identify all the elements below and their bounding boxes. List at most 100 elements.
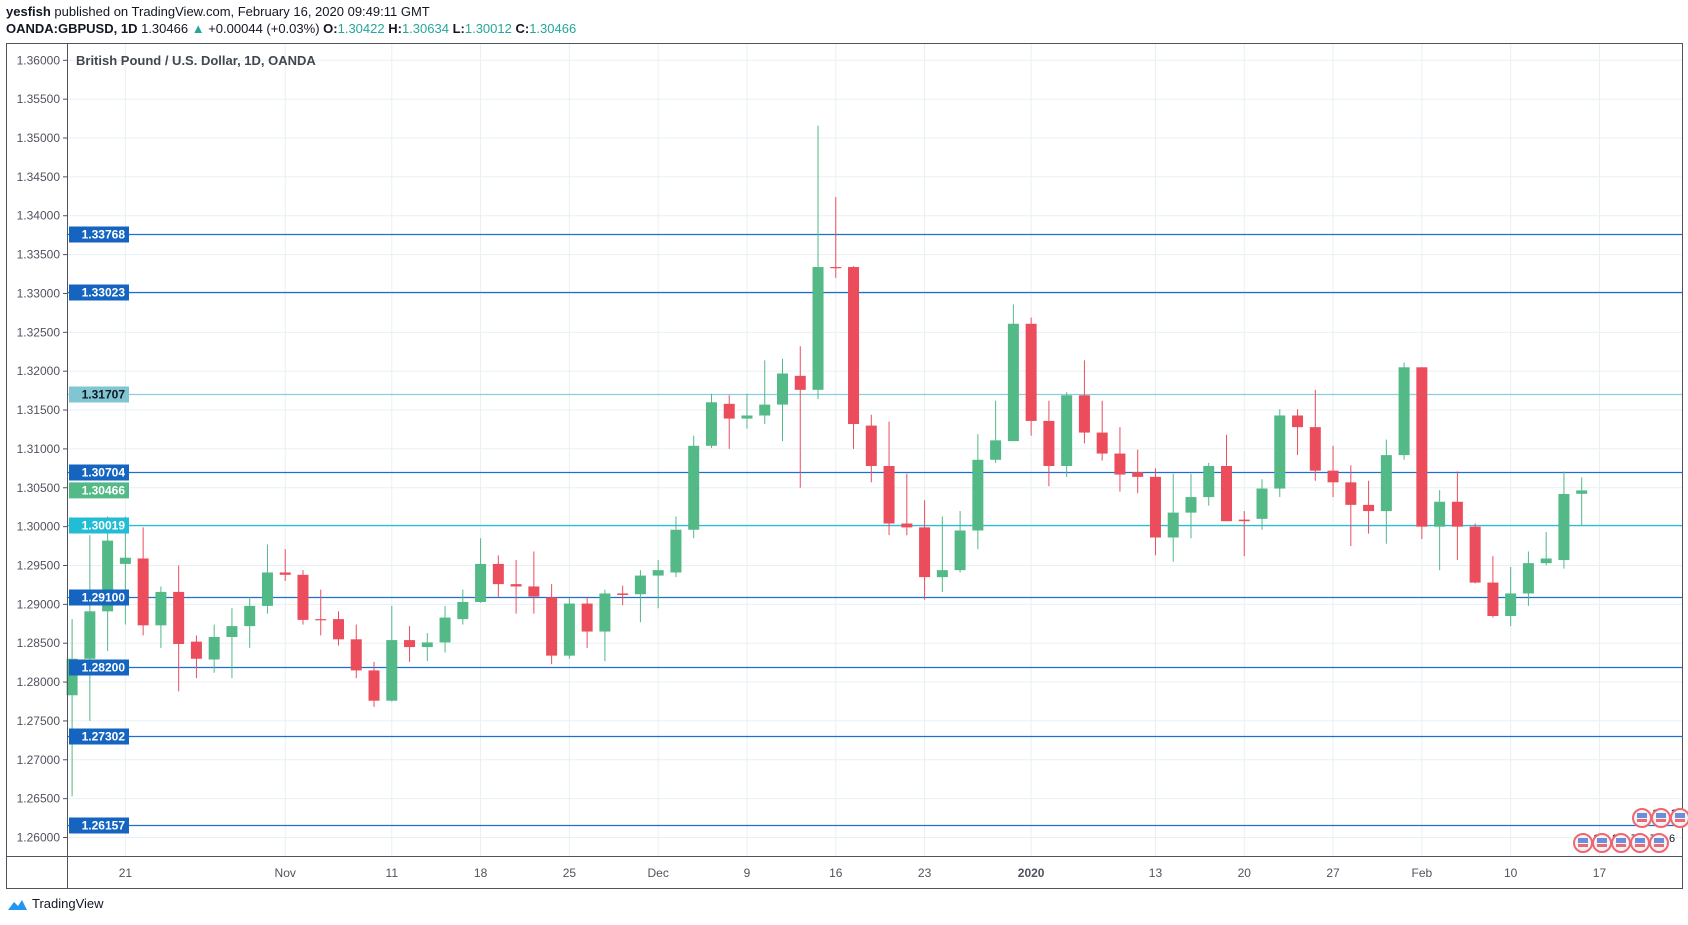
candle-2019-12-06[interactable] [723,395,735,449]
candle-2019-12-05[interactable] [705,393,717,449]
candle-2020-02-11[interactable] [1522,551,1534,606]
candle-2019-12-09[interactable] [741,393,753,429]
candle-2019-12-11[interactable] [777,358,788,442]
candle-2020-02-13[interactable] [1558,471,1570,569]
candle-body [226,626,238,637]
candle-2019-10-22[interactable] [137,527,149,636]
candle-2019-12-04[interactable] [688,435,700,539]
candle-2019-11-11[interactable] [386,605,398,702]
candle-2020-01-03[interactable] [1043,400,1055,487]
candle-2019-12-17[interactable] [848,266,860,449]
economic-event-badge[interactable]: 6 [1649,833,1675,853]
candle-2019-12-12[interactable] [794,346,806,488]
candle-2020-01-20[interactable] [1238,511,1250,557]
candle-2020-02-06[interactable] [1469,523,1481,584]
candle-2020-02-12[interactable] [1540,532,1552,566]
candle-2019-10-21[interactable] [119,516,131,625]
candle-2019-12-20[interactable] [901,473,913,536]
candle-2019-11-28[interactable] [617,585,629,606]
candle-2019-10-31[interactable] [261,544,273,614]
level-price-label-bg [69,589,129,606]
candle-2020-01-02[interactable] [1025,317,1037,436]
candle-2019-11-19[interactable] [492,555,504,598]
candle-2019-12-23[interactable] [919,500,931,600]
candle-body [563,603,575,656]
candle-2019-11-26[interactable] [581,597,593,648]
candle-2019-12-26[interactable] [954,511,966,573]
candle-2019-11-06[interactable] [333,611,344,646]
candle-2019-12-31[interactable] [1007,304,1019,442]
candle-2019-12-10[interactable] [759,360,771,425]
candle-2019-10-29[interactable] [226,608,238,679]
candle-2020-01-30[interactable] [1380,439,1392,544]
tradingview-logo[interactable]: TradingView [6,896,104,911]
candle-2019-12-18[interactable] [865,414,877,483]
candle-2020-02-10[interactable] [1505,567,1517,627]
level-price-label: 1.30704 [82,466,126,480]
candle-2019-11-18[interactable] [475,538,487,603]
candle-2020-01-27[interactable] [1327,445,1339,498]
candle-2020-01-09[interactable] [1114,427,1126,492]
candle-2019-10-16[interactable] [66,619,78,797]
candle-2019-12-13[interactable] [812,125,824,400]
candle-2020-01-28[interactable] [1345,465,1357,547]
candle-2019-11-21[interactable] [528,551,540,614]
candle-2019-12-02[interactable] [652,560,664,609]
candle-2019-11-27[interactable] [599,589,611,662]
candle-2020-02-05[interactable] [1451,471,1463,561]
candle-2019-12-19[interactable] [883,421,895,536]
author-name[interactable]: yesfish [6,4,51,19]
candle-2019-10-23[interactable] [155,586,167,648]
candle-2020-01-24[interactable] [1309,389,1321,481]
candle-2019-11-29[interactable] [634,570,646,623]
candle-2020-02-07[interactable] [1487,556,1499,618]
level-price-label-bg [69,817,129,834]
candle-2020-01-07[interactable] [1078,360,1090,444]
candle-2020-01-21[interactable] [1256,479,1268,530]
candle-2019-11-22[interactable] [546,584,558,665]
candle-2020-02-03[interactable] [1416,367,1428,540]
level-price-label-bg [69,659,129,676]
candle-2019-11-01[interactable] [279,549,291,582]
candle-2020-02-14[interactable] [1576,477,1588,526]
candle-2019-12-24[interactable] [936,516,948,592]
event-badges[interactable]: 153112776 [1573,808,1688,853]
candle-2020-01-22[interactable] [1274,409,1286,498]
candle-2019-11-08[interactable] [368,661,380,707]
candle-2019-12-16[interactable] [830,197,842,278]
candle-2019-10-25[interactable] [190,635,202,679]
candle-2019-12-30[interactable] [990,400,1002,463]
candle-2019-11-14[interactable] [439,605,451,653]
candle-2019-10-17[interactable] [84,535,96,721]
candle-2020-01-06[interactable] [1061,392,1073,477]
candle-2019-10-24[interactable] [173,565,185,692]
candle-body [1238,519,1250,522]
candle-2019-10-28[interactable] [208,624,220,673]
candle-2020-01-08[interactable] [1096,400,1108,461]
candle-2020-01-16[interactable] [1203,462,1215,506]
candle-2019-11-20[interactable] [510,560,522,614]
candle-2020-01-13[interactable] [1149,468,1161,556]
candle-2020-01-29[interactable] [1363,480,1375,534]
candle-2019-11-25[interactable] [563,598,575,659]
candle-2020-01-23[interactable] [1292,409,1304,456]
x-tick-label: Dec [648,866,669,880]
candle-2019-12-27[interactable] [972,434,984,550]
candle-2019-11-15[interactable] [457,589,469,625]
candle-2019-11-13[interactable] [421,633,433,662]
candle-2019-11-07[interactable] [350,624,362,679]
candle-2019-10-30[interactable] [244,597,256,648]
candle-2019-10-18[interactable] [102,516,114,651]
economic-event-badge[interactable] [1670,808,1688,828]
candle-2020-01-15[interactable] [1185,473,1197,539]
candle-2019-11-05[interactable] [315,589,327,636]
candle-2020-01-10[interactable] [1132,449,1144,494]
candle-2020-01-31[interactable] [1398,362,1410,460]
candle-2019-11-04[interactable] [297,570,309,625]
candle-2020-01-17[interactable] [1221,434,1232,522]
candle-2019-12-03[interactable] [670,516,682,578]
candle-2020-01-14[interactable] [1167,473,1179,562]
candle-2019-11-12[interactable] [404,626,416,662]
candle-2020-02-04[interactable] [1434,490,1446,571]
